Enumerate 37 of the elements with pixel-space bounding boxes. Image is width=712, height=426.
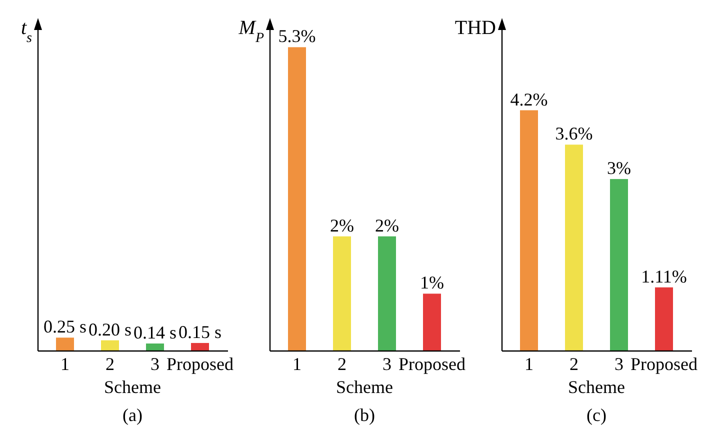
x-axis-title: Scheme — [568, 377, 625, 397]
x-tick-label: 3 — [150, 354, 160, 374]
data-label: 0.14 s — [133, 322, 177, 343]
data-label: 0.25 s — [43, 316, 87, 337]
x-tick-label: Proposed — [630, 354, 698, 374]
data-label: 0.15 s — [178, 322, 222, 342]
x-tick-label: 3 — [382, 354, 392, 374]
data-label: 5.3% — [278, 26, 316, 46]
y-axis-title: t$_{s}$ — [20, 17, 33, 46]
x-tick-label: 3 — [614, 354, 624, 374]
data-label: 4.2% — [510, 89, 548, 110]
text: (a) — [122, 405, 142, 425]
x-tick-label: 1 — [60, 354, 70, 374]
x-axis-title: Scheme — [104, 377, 161, 397]
data-label: 2% — [375, 215, 399, 236]
bar — [610, 179, 628, 351]
x-tick-label: 1 — [292, 354, 302, 374]
y-axis-title: M$_{P}$ — [238, 17, 264, 46]
data-label: 2% — [330, 215, 354, 236]
x-tick-label: Proposed — [398, 354, 466, 374]
y-axis-title: THD — [454, 17, 496, 39]
data-label: 1% — [420, 272, 444, 293]
x-tick-label: 2 — [106, 354, 114, 374]
text: (c) — [586, 405, 606, 425]
x-tick-label: 1 — [524, 354, 534, 374]
bar — [520, 110, 538, 351]
data-label: 1.11% — [641, 266, 687, 286]
data-label: 0.20 s — [88, 319, 132, 340]
x-tick-label: 2 — [570, 354, 578, 374]
data-label: 3% — [607, 158, 631, 178]
data-label: 3.6% — [555, 124, 593, 144]
x-axis-title: Scheme — [336, 377, 393, 397]
text: (b) — [354, 405, 375, 425]
x-tick-label: 2 — [338, 354, 346, 374]
bar — [565, 144, 583, 351]
bar — [655, 287, 673, 351]
x-tick-label: Proposed — [166, 354, 234, 374]
